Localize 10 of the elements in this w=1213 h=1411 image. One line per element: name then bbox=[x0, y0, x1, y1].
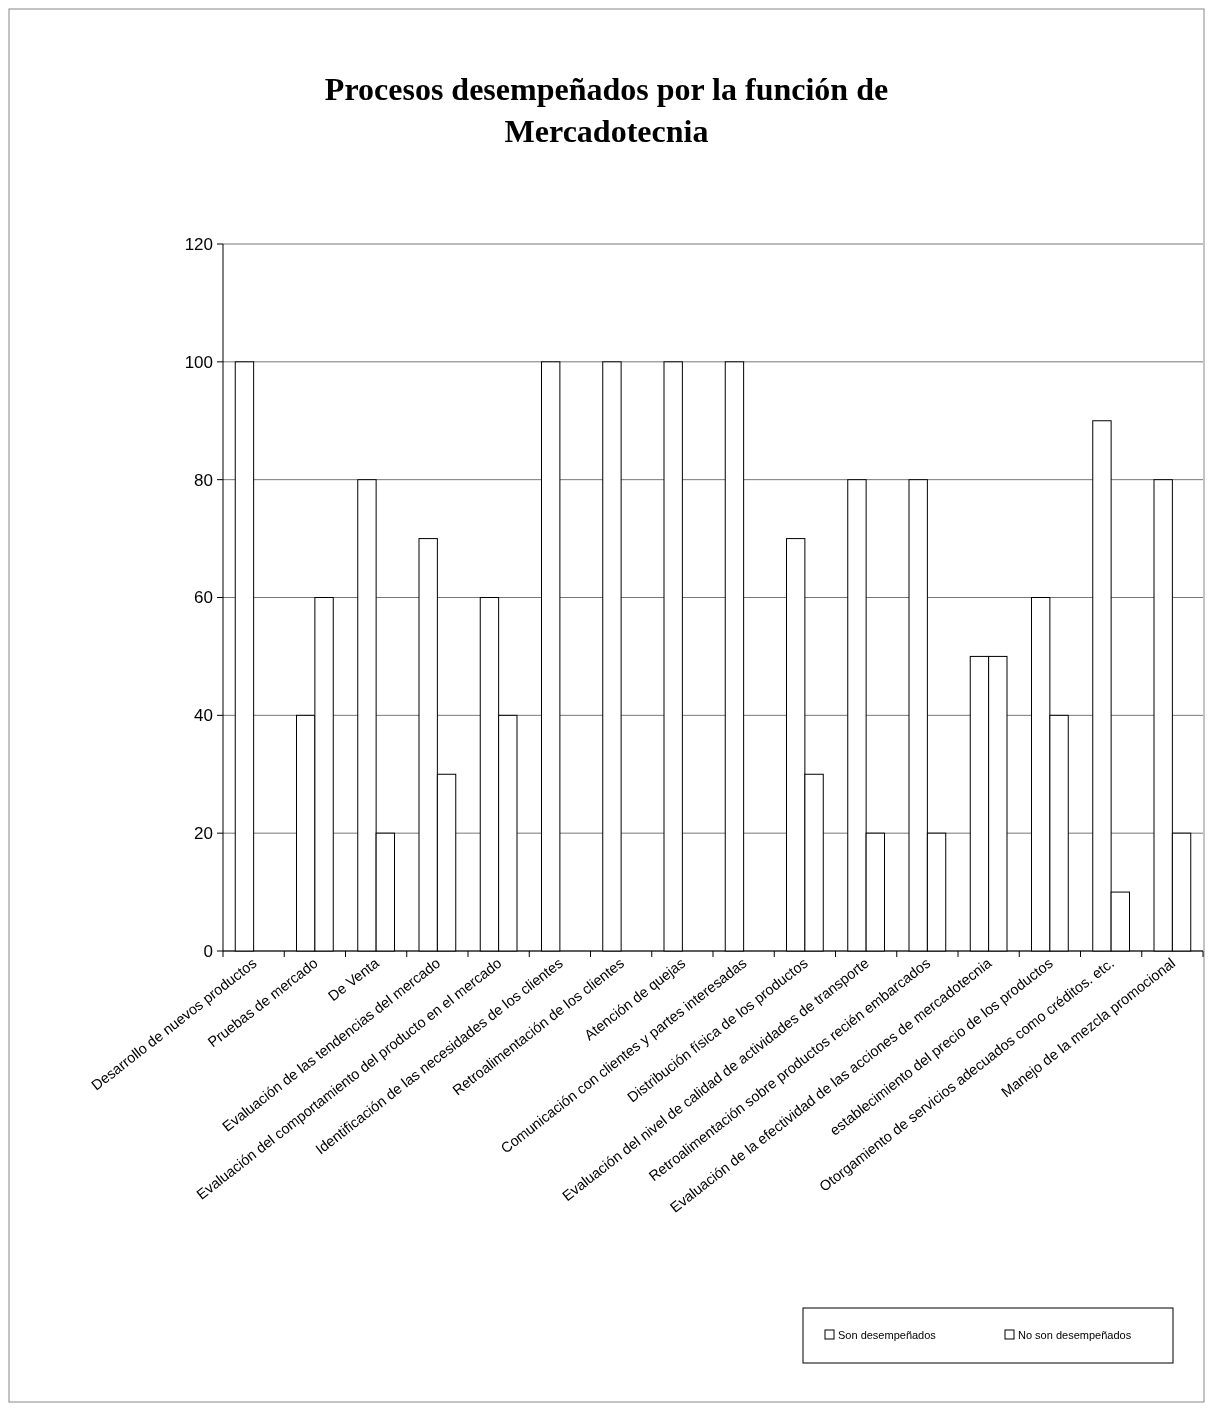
chart-title: Procesos desempeñados por la función de Mercadotecnia bbox=[324, 71, 889, 149]
y-tick-label: 40 bbox=[194, 706, 213, 726]
y-tick-label: 0 bbox=[203, 941, 213, 961]
legend-label: No son desempeñados bbox=[1018, 1329, 1132, 1341]
y-tick-label: 120 bbox=[184, 234, 213, 254]
y-tick-label: 20 bbox=[194, 824, 213, 844]
y-tick-label: 60 bbox=[194, 588, 213, 608]
y-tick-label: 80 bbox=[194, 470, 213, 490]
legend-label: Son desempeñados bbox=[838, 1329, 937, 1341]
y-tick-label: 100 bbox=[184, 352, 213, 372]
